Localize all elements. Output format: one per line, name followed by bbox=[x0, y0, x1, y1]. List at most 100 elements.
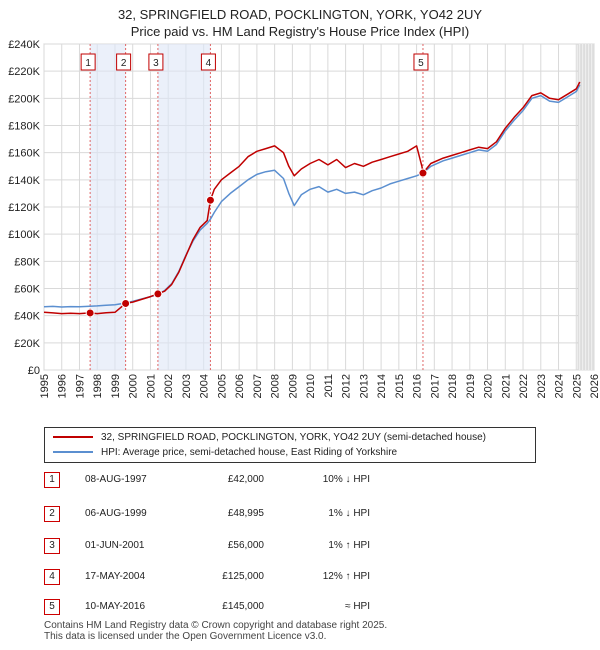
sale-date: 10-MAY-2016 bbox=[85, 601, 146, 612]
legend-swatch-property bbox=[53, 436, 93, 439]
x-tick-label: 2010 bbox=[305, 374, 317, 398]
x-tick-label: 2018 bbox=[447, 374, 459, 398]
chart-title: 32, SPRINGFIELD ROAD, POCKLINGTON, YORK,… bbox=[0, 6, 600, 40]
sale-hpi-comparison: 1% ↑ HPI bbox=[328, 540, 370, 551]
sale-label-box bbox=[413, 53, 429, 71]
sale-period-band bbox=[90, 44, 126, 370]
sale-date: 06-AUG-1999 bbox=[85, 508, 147, 519]
sales-row: 1 08-AUG-1997 £42,000 10% ↓ HPI bbox=[0, 470, 600, 490]
x-tick-label: 2024 bbox=[554, 374, 566, 398]
sale-label-number: 5 bbox=[418, 58, 424, 69]
legend-label-property: 32, SPRINGFIELD ROAD, POCKLINGTON, YORK,… bbox=[101, 432, 486, 443]
sale-price: £145,000 bbox=[222, 601, 264, 612]
sale-price: £42,000 bbox=[227, 474, 264, 485]
y-tick-label: £20K bbox=[14, 338, 40, 350]
sale-point bbox=[153, 289, 163, 299]
sale-date: 08-AUG-1997 bbox=[85, 474, 147, 485]
sale-date: 17-MAY-2004 bbox=[85, 571, 146, 582]
y-tick-label: £140K bbox=[8, 175, 40, 187]
footer-line-2: This data is licensed under the Open Gov… bbox=[44, 631, 327, 642]
sales-row: 3 01-JUN-2001 £56,000 1% ↑ HPI bbox=[0, 536, 600, 556]
x-tick-label: 2021 bbox=[500, 374, 512, 398]
x-tick-label: 1999 bbox=[110, 374, 122, 398]
x-tick-label: 2006 bbox=[234, 374, 246, 398]
x-tick-label: 2016 bbox=[412, 374, 424, 398]
x-tick-label: 2009 bbox=[287, 374, 299, 398]
y-tick-label: £180K bbox=[8, 121, 40, 133]
sales-row: 4 17-MAY-2004 £125,000 12% ↑ HPI bbox=[0, 567, 600, 587]
x-tick-label: 2001 bbox=[145, 374, 157, 398]
sale-label-number: 4 bbox=[206, 58, 212, 69]
y-tick-label: £220K bbox=[8, 66, 40, 78]
sale-price: £125,000 bbox=[222, 571, 264, 582]
sale-point bbox=[205, 195, 215, 205]
x-tick-label: 2015 bbox=[394, 374, 406, 398]
x-tick-label: 2011 bbox=[323, 374, 335, 398]
sale-point bbox=[418, 168, 428, 178]
x-tick-label: 2003 bbox=[181, 374, 193, 398]
sale-price: £48,995 bbox=[227, 508, 264, 519]
sale-label-box bbox=[116, 53, 132, 71]
sale-label-number: 1 bbox=[85, 58, 91, 69]
legend-swatch-hpi bbox=[53, 451, 93, 454]
x-tick-label: 2007 bbox=[252, 374, 264, 398]
price-chart: 1 2 3 4 5 £0 £20K £40K £60K £80K £100K £120K £140K £… bbox=[8, 39, 600, 398]
y-tick-label: £120K bbox=[8, 202, 40, 214]
x-tick-label: 2017 bbox=[429, 374, 441, 398]
x-tick-label: 2013 bbox=[358, 374, 370, 398]
projection-band bbox=[578, 44, 594, 370]
x-tick-label: 2012 bbox=[341, 374, 353, 398]
sale-number-badge: 4 bbox=[44, 569, 60, 585]
sale-number-badge: 5 bbox=[44, 599, 60, 615]
sale-label-number: 3 bbox=[153, 58, 159, 69]
sale-hpi-comparison: 1% ↓ HPI bbox=[328, 508, 370, 519]
footer-attribution: Contains HM Land Registry data © Crown c… bbox=[44, 620, 387, 642]
sale-label-number: 2 bbox=[121, 58, 127, 69]
y-tick-label: £100K bbox=[8, 229, 40, 241]
y-tick-label: £80K bbox=[14, 256, 40, 268]
footer-line-1: Contains HM Land Registry data © Crown c… bbox=[44, 620, 388, 631]
legend-item-property: 32, SPRINGFIELD ROAD, POCKLINGTON, YORK,… bbox=[53, 431, 486, 445]
x-tick-label: 2020 bbox=[483, 374, 495, 398]
x-tick-label: 1998 bbox=[92, 374, 104, 398]
x-tick-label: 2014 bbox=[376, 374, 388, 398]
y-tick-label: £240K bbox=[8, 39, 40, 51]
legend-label-hpi: HPI: Average price, semi-detached house,… bbox=[101, 447, 398, 458]
sale-label-box bbox=[200, 53, 216, 71]
sale-date: 01-JUN-2001 bbox=[85, 540, 145, 551]
y-tick-label: £60K bbox=[14, 284, 40, 296]
y-tick-label: £160K bbox=[8, 148, 40, 160]
title-line-1: 32, SPRINGFIELD ROAD, POCKLINGTON, YORK,… bbox=[117, 7, 483, 22]
sale-label-box bbox=[80, 53, 96, 71]
sale-number-badge: 1 bbox=[44, 472, 60, 488]
x-tick-label: 2005 bbox=[216, 374, 228, 398]
x-tick-label: 2002 bbox=[163, 374, 175, 398]
x-tick-label: 2023 bbox=[536, 374, 548, 398]
x-tick-label: 2008 bbox=[270, 374, 282, 398]
x-tick-label: 2019 bbox=[465, 374, 477, 398]
x-tick-label: 2004 bbox=[199, 374, 211, 398]
sale-number-badge: 2 bbox=[44, 506, 60, 522]
sales-row: 5 10-MAY-2016 £145,000 ≈ HPI bbox=[0, 597, 600, 617]
x-tick-label: 1997 bbox=[74, 374, 86, 398]
sale-hpi-comparison: ≈ HPI bbox=[345, 601, 370, 612]
legend: 32, SPRINGFIELD ROAD, POCKLINGTON, YORK,… bbox=[44, 427, 536, 463]
sales-row: 2 06-AUG-1999 £48,995 1% ↓ HPI bbox=[0, 504, 600, 524]
legend-item-hpi: HPI: Average price, semi-detached house,… bbox=[53, 446, 397, 460]
x-tick-label: 1995 bbox=[39, 374, 51, 398]
x-tick-label: 2000 bbox=[128, 374, 140, 398]
property-price-line bbox=[43, 81, 581, 315]
x-tick-label: 1996 bbox=[57, 374, 69, 398]
sale-price: £56,000 bbox=[227, 540, 264, 551]
sale-period-band bbox=[157, 44, 211, 370]
y-tick-label: £0 bbox=[28, 365, 40, 377]
x-tick-label: 2022 bbox=[518, 374, 530, 398]
sale-label-box bbox=[148, 53, 164, 71]
sale-point bbox=[85, 308, 95, 318]
sale-hpi-comparison: 10% ↓ HPI bbox=[322, 474, 370, 485]
title-line-2: Price paid vs. HM Land Registry's House … bbox=[130, 24, 470, 39]
x-tick-label: 2025 bbox=[571, 374, 583, 398]
y-tick-label: £40K bbox=[14, 311, 40, 323]
sale-hpi-comparison: 12% ↑ HPI bbox=[322, 571, 370, 582]
x-tick-label: 2026 bbox=[589, 374, 600, 398]
